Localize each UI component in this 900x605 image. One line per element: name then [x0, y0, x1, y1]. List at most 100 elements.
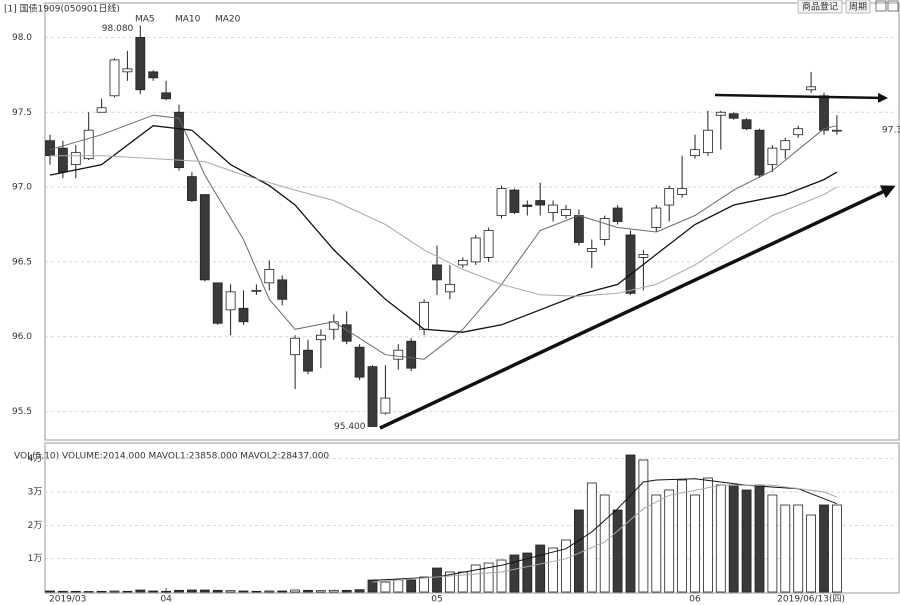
- y-tick-label: 4万: [28, 454, 43, 464]
- volume-bar: [225, 590, 236, 593]
- legend-entry: MA10: [175, 15, 201, 25]
- volume-bar: [509, 554, 520, 593]
- volume-bar: [393, 579, 404, 593]
- y-tick-label: 97.0: [12, 183, 32, 193]
- volume-bar: [380, 581, 391, 593]
- volume-bar: [444, 571, 455, 593]
- volume-bar: [638, 459, 649, 593]
- ma-line: [372, 484, 838, 583]
- volume-bar: [406, 579, 417, 593]
- candle-body: [561, 209, 571, 216]
- candle-body: [354, 346, 365, 378]
- volume-bar: [109, 590, 120, 593]
- candle-body: [625, 234, 636, 294]
- candle-body: [432, 264, 442, 281]
- volume-bar: [522, 552, 533, 593]
- volume-bar: [754, 484, 765, 593]
- candle-body: [483, 230, 494, 258]
- candle-body: [45, 140, 55, 157]
- volume-bar: [586, 482, 597, 593]
- volume-bar: [161, 590, 172, 593]
- window-button[interactable]: [887, 0, 899, 12]
- volume-bar: [767, 494, 778, 593]
- candle-body: [806, 86, 816, 91]
- x-tick-label: 06: [689, 595, 701, 605]
- candle-body: [406, 340, 417, 369]
- ma-line: [372, 478, 838, 581]
- candle-body: [780, 140, 791, 151]
- candle-body: [251, 289, 262, 292]
- toolbar-button-label[interactable]: 周期: [849, 2, 867, 13]
- candle-body: [715, 111, 726, 116]
- volume-bar: [715, 484, 726, 593]
- candle-body: [367, 366, 378, 427]
- volume-bar: [664, 489, 675, 593]
- candle-body: [212, 282, 223, 324]
- price-panel: [44, 2, 900, 441]
- candle-body: [277, 279, 288, 300]
- volume-bar: [70, 590, 81, 593]
- candle-body: [703, 129, 713, 154]
- x-tick-label: 05: [431, 595, 442, 605]
- candle-body: [664, 188, 675, 206]
- volume-bar: [793, 504, 804, 593]
- toolbar-button[interactable]: [845, 0, 871, 14]
- candle-body: [767, 147, 778, 166]
- x-tick-label: 2019/06/13(四): [777, 595, 845, 605]
- volume-bar: [806, 514, 816, 593]
- volume-bar: [690, 494, 700, 593]
- candle-body: [457, 260, 468, 266]
- volume-bar: [199, 589, 210, 593]
- candle-body: [599, 218, 610, 240]
- candle-body: [96, 107, 107, 113]
- candle-body: [677, 188, 687, 195]
- volume-bar: [186, 589, 197, 593]
- volume-bar: [561, 539, 571, 593]
- candle-body: [574, 215, 584, 243]
- candle-body: [341, 324, 352, 342]
- candle-body: [264, 268, 275, 284]
- volume-bar: [548, 547, 558, 593]
- volume-bar: [251, 590, 262, 593]
- candle-body: [638, 254, 649, 258]
- candle-body: [290, 337, 301, 356]
- y-tick-label: 95.5: [12, 407, 32, 417]
- volume-bar: [677, 479, 687, 593]
- volume-bar: [728, 484, 739, 593]
- volume-bar: [277, 590, 288, 593]
- toolbar-button-label[interactable]: 商品登记: [802, 1, 838, 13]
- volume-bar: [432, 567, 442, 593]
- volume-bar: [819, 504, 829, 593]
- candle-body: [174, 111, 184, 169]
- candle-body: [548, 204, 558, 213]
- toolbar-button[interactable]: [797, 0, 843, 14]
- volume-bar: [148, 590, 159, 593]
- volume-bar: [96, 590, 107, 593]
- candle-body: [419, 301, 430, 330]
- volume-bar: [496, 559, 507, 593]
- candle-body: [161, 92, 172, 100]
- candle-body: [522, 204, 533, 207]
- volume-bar: [315, 590, 326, 593]
- min-label: 95.400: [334, 422, 366, 432]
- volume-bar: [135, 589, 146, 593]
- candle-body: [58, 147, 68, 173]
- candle-body: [651, 207, 662, 228]
- candle-body: [586, 248, 597, 252]
- window-button[interactable]: [875, 0, 887, 12]
- chart-title: [1] 国债1909(050901日线): [4, 3, 120, 15]
- volume-bar: [354, 589, 365, 593]
- volume-bar: [483, 562, 494, 593]
- volume-panel: [44, 442, 900, 594]
- volume-bar: [341, 589, 352, 593]
- y-tick-label: 96.5: [12, 257, 32, 267]
- candle-body: [793, 128, 804, 136]
- volume-subtitle: VOL(5,10) VOLUME:2014.000 MAVOL1:23858.0…: [14, 452, 329, 462]
- candle-body: [109, 59, 120, 97]
- ma-line: [50, 155, 838, 297]
- candle-body: [509, 189, 520, 213]
- volume-bar: [574, 509, 584, 593]
- volume-bar: [290, 589, 301, 593]
- volume-bar: [535, 544, 546, 593]
